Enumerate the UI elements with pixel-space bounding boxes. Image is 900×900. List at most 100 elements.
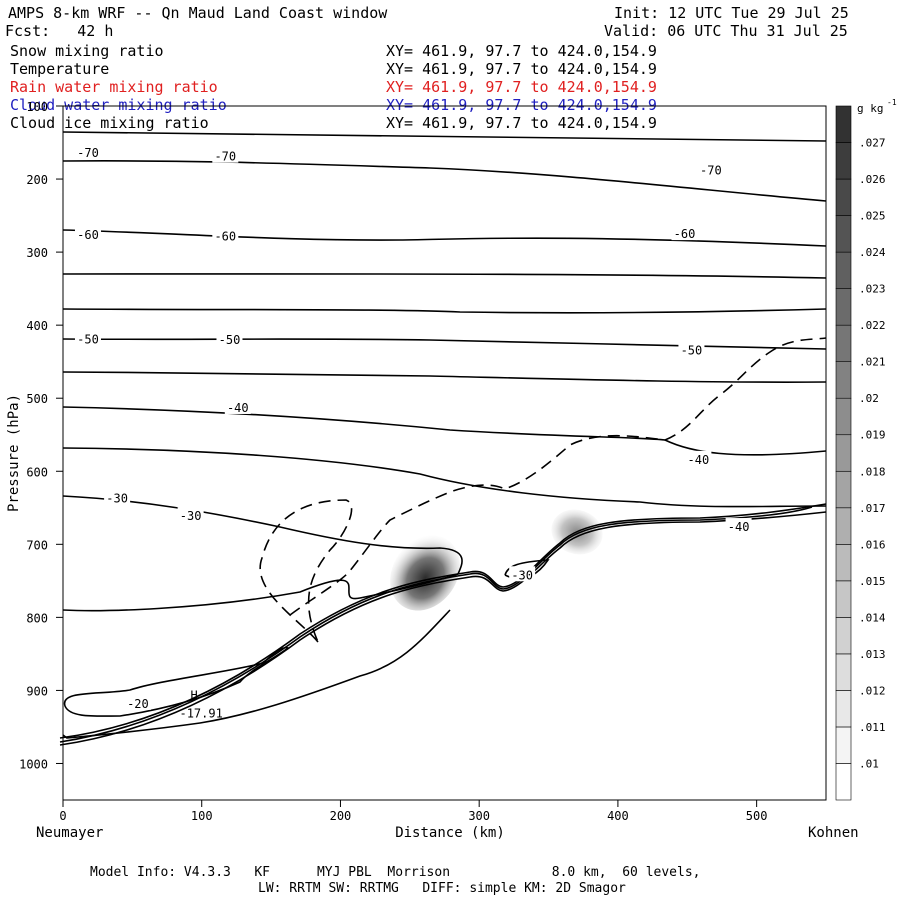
extremum-value: -17.91 [179, 707, 222, 721]
colorbar-swatch [835, 324, 852, 362]
contour-label: -50 [77, 332, 99, 346]
colorbar-label: .014 [859, 611, 886, 624]
contour-label-bg [74, 330, 101, 346]
x-tick-label: 500 [746, 809, 768, 823]
contour-label: -50 [681, 343, 703, 357]
temperature-contour [62, 338, 827, 350]
colorbar-label: .027 [859, 137, 886, 150]
extremum-marker: H [191, 689, 198, 703]
cloud-ice-contour [259, 499, 353, 643]
x-tick-label: 100 [191, 809, 213, 823]
y-axis-label: Pressure (hPa) [6, 394, 22, 512]
field-xy: XY= 461.9, 97.7 to 424.0,154.9 [386, 42, 657, 60]
colorbar-swatch [835, 690, 852, 728]
temperature-contour [59, 503, 827, 739]
y-tick-label: 500 [26, 392, 48, 406]
y-tick-label: 700 [26, 538, 48, 552]
field-name: Cloud ice mixing ratio [10, 114, 209, 132]
temperature-contour [62, 609, 451, 739]
temperature-contour [59, 506, 813, 743]
contour-label-bg [212, 147, 239, 163]
colorbar-label: .025 [859, 210, 886, 223]
contour-label: -40 [728, 520, 750, 534]
temperature-contour [62, 406, 827, 456]
contour-label-bg [671, 225, 698, 241]
y-tick-label: 300 [26, 246, 48, 260]
contour-label-bg [697, 161, 724, 177]
temperature-contour [62, 131, 827, 142]
colorbar-swatch [835, 142, 852, 180]
contour-label: -60 [674, 227, 696, 241]
colorbar-label: .019 [859, 429, 886, 442]
field-xy: XY= 461.9, 97.7 to 424.0,154.9 [386, 78, 657, 96]
colorbar-swatch [835, 215, 852, 253]
contour-label: -50 [219, 333, 241, 347]
colorbar-label: .02 [859, 392, 879, 405]
x-start-label: Neumayer [36, 825, 103, 841]
colorbar-label: .017 [859, 502, 886, 515]
contour-label: -70 [77, 146, 99, 160]
x-tick-label: 400 [607, 809, 629, 823]
contour-label-bg [509, 566, 536, 582]
y-tick-label: 400 [26, 319, 48, 333]
model-physics: LW: RRTM SW: RRTMG DIFF: simple KM: 2D S… [258, 881, 626, 896]
forecast-hour: Fcst: 42 h [5, 22, 114, 40]
colorbar-label: .013 [859, 648, 886, 661]
colorbar-swatch [835, 105, 852, 143]
contour-label-bg [74, 225, 101, 241]
colorbar-swatch [835, 361, 852, 399]
field-xy: XY= 461.9, 97.7 to 424.0,154.9 [386, 114, 657, 132]
temperature-contour [62, 308, 827, 314]
contour-label: -40 [688, 453, 710, 467]
colorbar-swatch [835, 470, 852, 509]
colorbar-swatch [835, 617, 852, 655]
contour-label-bg [212, 227, 239, 243]
colorbar-label: .024 [859, 246, 886, 259]
chart-title: AMPS 8-km WRF -- Qn Maud Land Coast wind… [8, 4, 388, 22]
y-tick-label: 100 [26, 100, 48, 114]
colorbar-swatch [835, 397, 852, 436]
colorbar-swatch [835, 251, 852, 289]
colorbar-label: .012 [859, 684, 886, 697]
colorbar-swatch [835, 726, 852, 764]
colorbar-label: .015 [859, 575, 886, 588]
colorbar-swatch [835, 178, 852, 216]
contour-label: -70 [214, 150, 236, 164]
temperature-contour [62, 160, 827, 202]
colorbar-label: .026 [859, 173, 886, 186]
colorbar-swatch [835, 653, 852, 691]
field-name: Snow mixing ratio [10, 42, 164, 60]
colorbar-swatch [835, 288, 852, 326]
colorbar-unit: g kg [857, 102, 884, 115]
field-xy: XY= 461.9, 97.7 to 424.0,154.9 [386, 96, 657, 114]
colorbar-label: .023 [859, 283, 886, 296]
contour-label-bg [74, 144, 101, 160]
contour-label: -30 [106, 492, 128, 506]
contour-label-bg [678, 341, 705, 357]
colorbar-swatch [835, 580, 852, 618]
x-tick-label: 300 [468, 809, 490, 823]
contour-label: -30 [180, 509, 202, 523]
init-time: Init: 12 UTC Tue 29 Jul 25 [614, 4, 849, 22]
temperature-contour [62, 273, 827, 279]
contour-label: -20 [127, 697, 149, 711]
colorbar-unit-exponent: -1 [887, 98, 897, 107]
contour-label-bg [224, 398, 251, 414]
colorbar-label: .01 [859, 757, 879, 770]
contour-label-bg [104, 489, 131, 505]
field-xy: XY= 461.9, 97.7 to 424.0,154.9 [386, 60, 657, 78]
contour-label-bg [216, 331, 243, 347]
temperature-contour [59, 511, 827, 746]
contour-label: -40 [227, 401, 249, 415]
colorbar-label: .021 [859, 356, 886, 369]
contour-label: -60 [214, 229, 236, 243]
model-info: Model Info: V4.3.3 KF MYJ PBL Morrison 8… [90, 865, 701, 880]
colorbar-swatch [835, 763, 852, 801]
colorbar-label: .016 [859, 538, 886, 551]
field-name: Rain water mixing ratio [10, 78, 218, 96]
temperature-contour [62, 447, 827, 508]
temperature-contour [62, 371, 827, 383]
colorbar-swatch [835, 544, 852, 582]
colorbar-swatch [835, 507, 852, 545]
